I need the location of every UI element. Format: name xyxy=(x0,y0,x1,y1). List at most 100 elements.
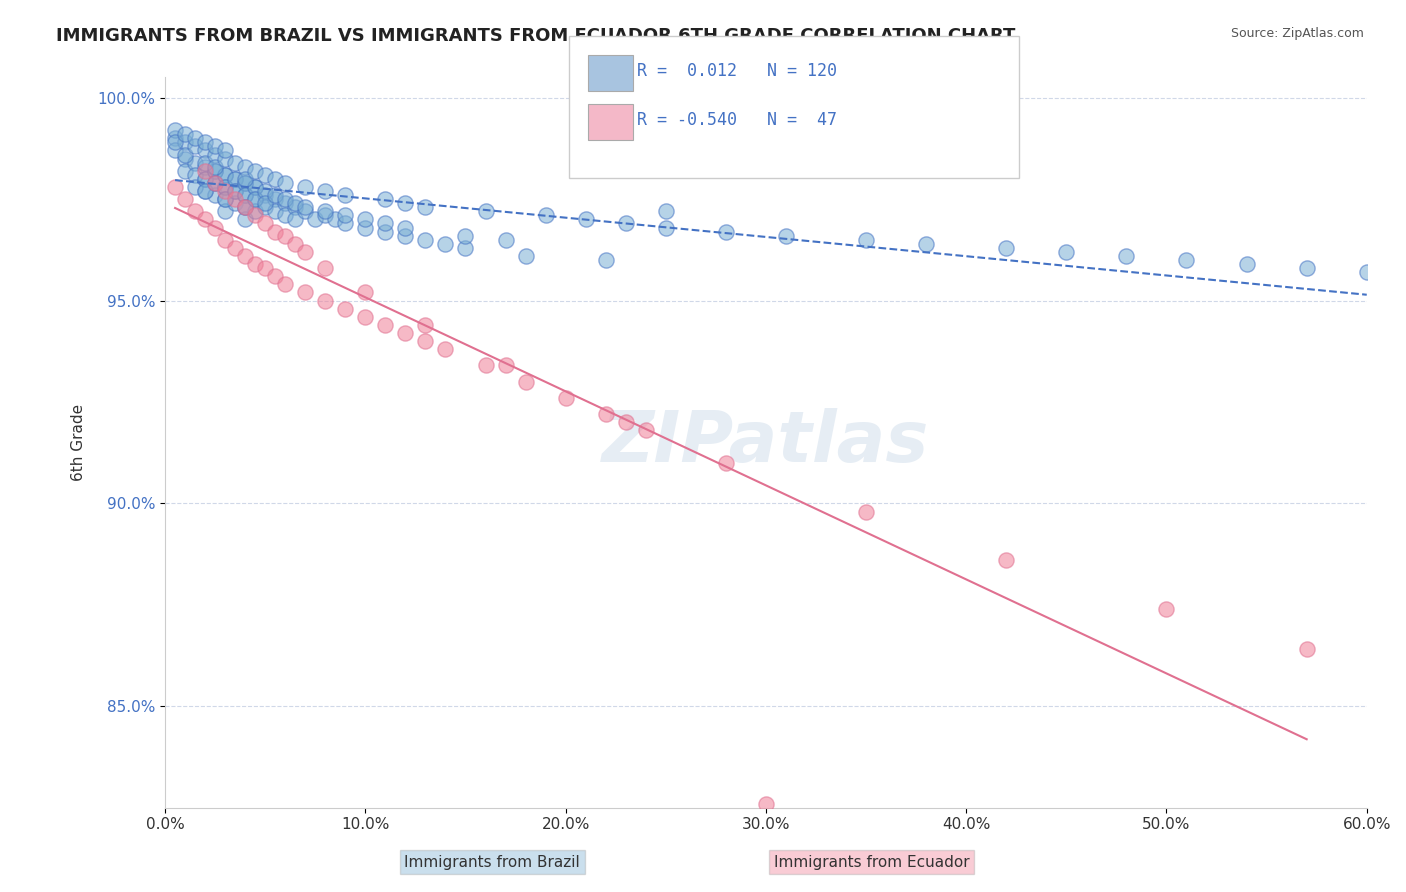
Point xyxy=(1295,642,1317,657)
Point xyxy=(245,192,267,206)
Point xyxy=(284,212,307,227)
Point xyxy=(204,176,226,190)
Point xyxy=(184,131,207,145)
Point xyxy=(194,160,217,174)
Point xyxy=(264,188,287,202)
Point xyxy=(434,343,457,357)
Point xyxy=(174,192,197,206)
Point xyxy=(174,136,197,150)
Point xyxy=(204,176,226,190)
Point xyxy=(214,204,236,219)
Point xyxy=(374,192,396,206)
Point xyxy=(394,326,416,340)
Point xyxy=(184,155,207,169)
Point xyxy=(204,163,226,178)
Point xyxy=(254,188,277,202)
Point xyxy=(233,188,256,202)
Point xyxy=(595,252,617,267)
Point xyxy=(194,136,217,150)
Point xyxy=(274,176,297,190)
Point xyxy=(174,163,197,178)
Point xyxy=(233,249,256,263)
Text: Immigrants from Ecuador: Immigrants from Ecuador xyxy=(773,855,970,870)
Point xyxy=(214,233,236,247)
Point xyxy=(1054,244,1077,259)
Point xyxy=(184,180,207,194)
Point xyxy=(224,172,246,186)
Point xyxy=(595,407,617,421)
Point xyxy=(314,208,336,222)
Point xyxy=(233,200,256,214)
Point xyxy=(194,172,217,186)
Point xyxy=(165,123,187,137)
Text: ZIPatlas: ZIPatlas xyxy=(602,408,929,477)
Point xyxy=(634,423,657,437)
Point xyxy=(204,160,226,174)
Point xyxy=(495,359,517,373)
Point xyxy=(575,212,598,227)
Point xyxy=(264,192,287,206)
Point xyxy=(245,180,267,194)
Point xyxy=(233,172,256,186)
Point xyxy=(855,233,877,247)
Point xyxy=(254,168,277,182)
Point xyxy=(434,236,457,251)
Point xyxy=(214,168,236,182)
Point xyxy=(354,285,377,300)
Point xyxy=(165,180,187,194)
Point xyxy=(214,144,236,158)
Point xyxy=(374,225,396,239)
Point xyxy=(165,144,187,158)
Point xyxy=(204,147,226,161)
Point xyxy=(233,200,256,214)
Point xyxy=(254,217,277,231)
Point xyxy=(214,152,236,166)
Y-axis label: 6th Grade: 6th Grade xyxy=(72,404,86,481)
Point xyxy=(274,208,297,222)
Point xyxy=(254,261,277,276)
Point xyxy=(264,225,287,239)
Point xyxy=(233,212,256,227)
Point xyxy=(224,184,246,198)
Point xyxy=(233,200,256,214)
Point xyxy=(1115,249,1137,263)
Point xyxy=(233,176,256,190)
Text: R = -0.540   N =  47: R = -0.540 N = 47 xyxy=(637,112,837,129)
Point xyxy=(174,127,197,141)
Point xyxy=(714,456,737,470)
Text: Source: ZipAtlas.com: Source: ZipAtlas.com xyxy=(1230,27,1364,40)
Text: IMMIGRANTS FROM BRAZIL VS IMMIGRANTS FROM ECUADOR 6TH GRADE CORRELATION CHART: IMMIGRANTS FROM BRAZIL VS IMMIGRANTS FRO… xyxy=(56,27,1015,45)
Point xyxy=(233,160,256,174)
Point xyxy=(284,200,307,214)
Point xyxy=(264,269,287,284)
Point xyxy=(855,504,877,518)
Point xyxy=(335,208,357,222)
Point xyxy=(374,217,396,231)
Point xyxy=(274,277,297,292)
Point xyxy=(274,192,297,206)
Point xyxy=(194,155,217,169)
Point xyxy=(474,359,496,373)
Point xyxy=(184,139,207,153)
Point xyxy=(415,233,437,247)
Point xyxy=(245,180,267,194)
Point xyxy=(314,184,336,198)
Point xyxy=(254,196,277,211)
Point xyxy=(294,200,316,214)
Point xyxy=(194,212,217,227)
Point xyxy=(554,391,576,405)
Point xyxy=(224,155,246,169)
Point xyxy=(454,241,477,255)
Point xyxy=(415,334,437,348)
Point xyxy=(1295,261,1317,276)
Point xyxy=(204,139,226,153)
Point xyxy=(294,285,316,300)
Point xyxy=(204,188,226,202)
Point xyxy=(415,200,437,214)
Point xyxy=(254,200,277,214)
Point xyxy=(354,310,377,324)
Point xyxy=(995,553,1018,567)
Point xyxy=(264,172,287,186)
Point xyxy=(233,176,256,190)
Text: R =  0.012   N = 120: R = 0.012 N = 120 xyxy=(637,62,837,80)
